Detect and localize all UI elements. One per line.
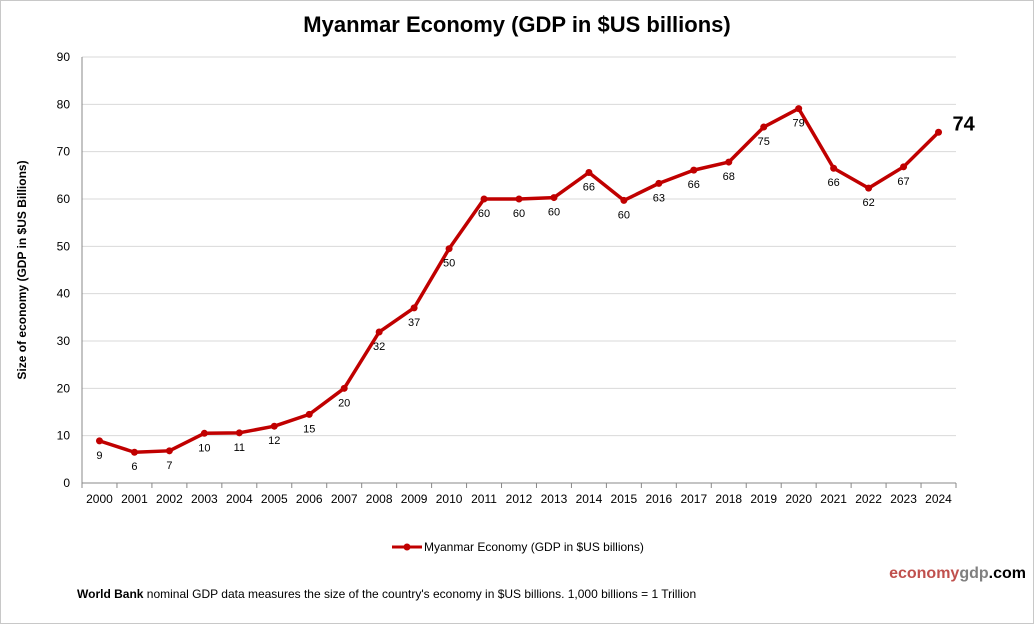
x-tick-label: 2022 <box>855 492 882 506</box>
x-tick-label: 2012 <box>506 492 533 506</box>
data-label: 60 <box>618 209 630 221</box>
data-label: 20 <box>338 397 350 409</box>
brand-part: economy <box>889 565 960 582</box>
data-point <box>200 429 208 437</box>
y-tick-label: 50 <box>57 239 71 253</box>
footer-source: World Bank <box>77 587 144 601</box>
data-point <box>550 194 558 202</box>
x-tick-label: 2019 <box>750 492 777 506</box>
data-point <box>830 164 838 172</box>
y-tick-label: 0 <box>63 476 70 490</box>
data-point <box>375 328 383 336</box>
y-tick-label: 40 <box>57 287 71 301</box>
data-point <box>935 128 943 136</box>
y-tick-label: 80 <box>57 97 71 111</box>
brand-part: .com <box>988 565 1026 582</box>
y-tick-label: 10 <box>57 429 71 443</box>
y-axis-title: Size of economy (GDP in $US Billions) <box>15 160 29 379</box>
x-tick-label: 2024 <box>925 492 952 506</box>
data-label: 50 <box>443 258 455 270</box>
data-label: 60 <box>478 208 490 220</box>
data-label: 79 <box>793 118 805 130</box>
y-tick-label: 70 <box>57 145 71 159</box>
data-label: 63 <box>653 192 665 204</box>
series-line <box>98 106 940 454</box>
data-point <box>340 384 348 392</box>
data-label: 66 <box>583 181 595 193</box>
x-tick-label: 2016 <box>645 492 672 506</box>
x-tick-label: 2004 <box>226 492 253 506</box>
data-point <box>655 179 663 187</box>
x-tick-label: 2020 <box>785 492 812 506</box>
data-label: 66 <box>828 177 840 189</box>
data-label: 60 <box>548 207 560 219</box>
brand-logo[interactable]: economygdp.com <box>889 565 1026 583</box>
data-label: 68 <box>723 171 735 183</box>
data-label-latest: 74 <box>953 113 976 135</box>
data-label: 60 <box>513 208 525 220</box>
y-tick-label: 90 <box>57 50 71 64</box>
data-point <box>725 158 733 166</box>
data-label: 12 <box>268 435 280 447</box>
data-point <box>410 304 418 312</box>
data-label: 32 <box>373 341 385 353</box>
y-tick-label: 60 <box>57 192 71 206</box>
x-tick-label: 2015 <box>611 492 638 506</box>
x-tick-label: 2021 <box>820 492 847 506</box>
data-label: 7 <box>166 460 172 472</box>
data-label: 6 <box>131 461 137 473</box>
data-label: 67 <box>897 176 909 188</box>
footer-text: nominal GDP data measures the size of th… <box>143 587 697 601</box>
data-label: 10 <box>198 442 210 454</box>
x-tick-label: 2007 <box>331 492 358 506</box>
data-point <box>900 163 908 171</box>
x-tick-label: 2001 <box>121 492 148 506</box>
data-point <box>445 245 453 253</box>
data-point <box>270 422 278 430</box>
legend: Myanmar Economy (GDP in $US billions) <box>392 540 644 554</box>
data-point <box>305 410 313 418</box>
x-tick-label: 2011 <box>471 492 497 506</box>
data-point <box>515 195 523 203</box>
data-point <box>95 437 103 445</box>
data-label: 37 <box>408 317 420 329</box>
data-point <box>130 448 138 456</box>
footer-note: World Bank nominal GDP data measures the… <box>77 587 696 601</box>
x-tick-label: 2005 <box>261 492 288 506</box>
data-point <box>235 429 243 437</box>
x-tick-label: 2000 <box>86 492 113 506</box>
x-tick-label: 2008 <box>366 492 393 506</box>
data-point <box>760 123 768 131</box>
data-point <box>165 447 173 455</box>
brand-part: gdp <box>959 565 989 582</box>
x-tick-label: 2009 <box>401 492 428 506</box>
data-point <box>690 166 698 174</box>
chart-title: Myanmar Economy (GDP in $US billions) <box>303 12 731 37</box>
x-tick-label: 2013 <box>541 492 568 506</box>
y-tick-label: 30 <box>57 334 71 348</box>
data-label: 62 <box>862 197 874 209</box>
x-tick-label: 2017 <box>680 492 707 506</box>
legend-label: Myanmar Economy (GDP in $US billions) <box>424 540 644 554</box>
legend-marker-icon <box>392 543 422 551</box>
data-point <box>620 196 628 204</box>
x-tick-label: 2002 <box>156 492 183 506</box>
y-tick-label: 20 <box>57 381 71 395</box>
data-point <box>480 195 488 203</box>
x-tick-label: 2018 <box>715 492 742 506</box>
x-tick-label: 2003 <box>191 492 218 506</box>
data-label: 75 <box>758 136 770 148</box>
x-tick-label: 2010 <box>436 492 463 506</box>
data-label: 11 <box>234 442 245 454</box>
data-point <box>585 168 593 176</box>
data-label: 66 <box>688 179 700 191</box>
x-tick-label: 2014 <box>576 492 603 506</box>
data-point <box>865 184 873 192</box>
x-tick-label: 2006 <box>296 492 323 506</box>
data-point <box>795 105 803 113</box>
data-label: 15 <box>303 423 315 435</box>
x-tick-label: 2023 <box>890 492 917 506</box>
data-label: 9 <box>96 450 102 462</box>
